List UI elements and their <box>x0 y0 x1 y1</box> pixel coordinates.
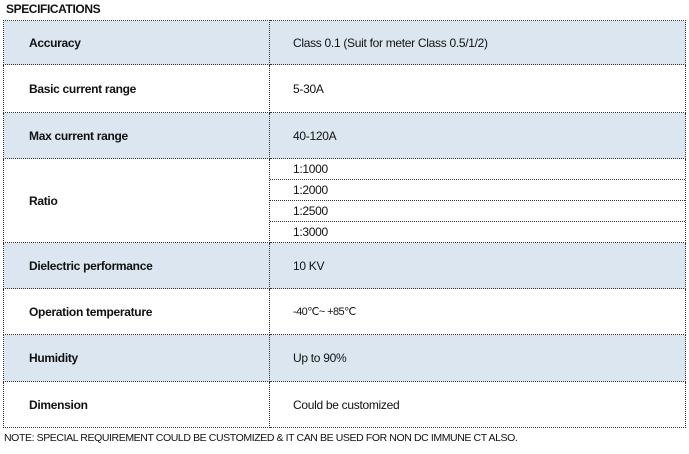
spec-row-max-current: Max current range 40-120A <box>3 112 686 159</box>
ratio-value: 1:2000 <box>270 180 685 201</box>
spec-row-dimension: Dimension Could be customized <box>3 381 686 428</box>
spec-label: Dielectric performance <box>3 242 270 289</box>
spec-value: 40-120A <box>269 112 686 159</box>
ratio-values: 1:1000 1:2000 1:2500 1:3000 <box>269 158 686 243</box>
spec-label: Humidity <box>3 334 270 382</box>
footnote: NOTE: SPECIAL REQUIREMENT COULD BE CUSTO… <box>4 432 518 444</box>
spec-label: Basic current range <box>3 64 270 113</box>
ratio-value: 1:2500 <box>270 201 685 222</box>
spec-row-basic-current: Basic current range 5-30A <box>3 64 686 113</box>
spec-value: Could be customized <box>269 381 686 428</box>
spec-label: Max current range <box>3 112 270 159</box>
ratio-value: 1:3000 <box>293 225 328 239</box>
specifications-table: Accuracy Class 0.1 (Suit for meter Class… <box>3 20 686 428</box>
spec-row-temperature: Operation temperature -40℃~ +85℃ <box>3 288 686 335</box>
spec-value: 5-30A <box>269 64 686 113</box>
spec-value: Up to 90% <box>269 334 686 382</box>
ratio-value: 1:1000 <box>270 159 685 180</box>
spec-row-humidity: Humidity Up to 90% <box>3 334 686 382</box>
spec-label: Accuracy <box>3 20 270 65</box>
spec-value: 10 KV <box>269 242 686 289</box>
spec-row-accuracy: Accuracy Class 0.1 (Suit for meter Class… <box>3 20 686 65</box>
spec-value: -40℃~ +85℃ <box>269 288 686 335</box>
spec-label: Dimension <box>3 381 270 428</box>
spec-row-ratio: Ratio 1:1000 1:2000 1:2500 1:3000 <box>3 158 686 243</box>
spec-value: Class 0.1 (Suit for meter Class 0.5/1/2) <box>269 20 686 65</box>
section-title: SPECIFICATIONS <box>6 2 101 16</box>
spec-label: Ratio <box>3 158 270 243</box>
spec-label: Operation temperature <box>3 288 270 335</box>
spec-row-dielectric: Dielectric performance 10 KV <box>3 242 686 289</box>
